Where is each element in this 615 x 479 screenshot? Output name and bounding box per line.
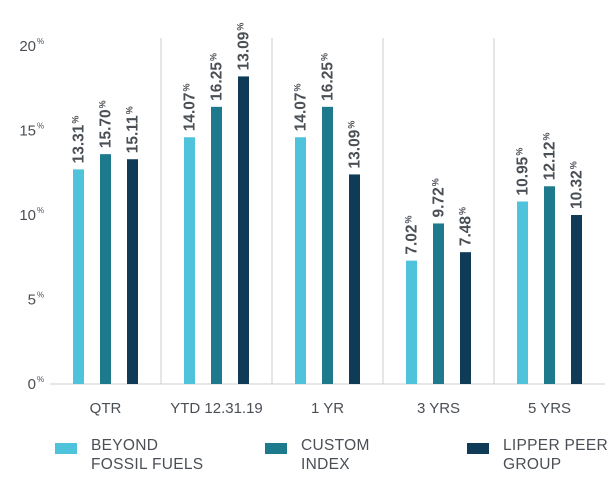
bar (571, 215, 582, 384)
bar-chart: 0 %5 %10 %15 %20 %QTR YTD 12.31.19 1 YR 3 YRS 5 Y… (19, 23, 605, 417)
bar-value-label: 10.32% (569, 161, 586, 209)
legend-item: LIPPER PEER GROUP (467, 436, 608, 474)
bar (211, 106, 222, 384)
bar-value-label: 14.07% (182, 83, 199, 131)
bar-value-label: 15.11% (125, 106, 142, 153)
y-tick-suffix: % (37, 291, 44, 300)
bar (322, 106, 333, 384)
y-tick-label: 10 (19, 207, 36, 224)
x-tick-label: 3 YRS (417, 400, 460, 417)
bar (184, 137, 195, 384)
legend-swatch (265, 443, 287, 454)
y-tick-suffix: % (37, 122, 44, 131)
bar-value-label: 13.09% (347, 121, 364, 169)
bar-value-label: 9.72% (431, 178, 448, 217)
bar-value-label: 10.95% (515, 148, 532, 196)
bar (127, 159, 138, 384)
bar (295, 137, 306, 384)
y-tick-label: 15 (19, 123, 36, 140)
legend-label: LIPPER PEER GROUP (503, 437, 608, 473)
y-tick-label: 5 (28, 292, 36, 309)
x-tick-label: YTD 12.31.19 (170, 400, 263, 417)
legend-label: CUSTOM INDEX (301, 437, 370, 473)
bar (238, 76, 249, 385)
bar-value-label: 15.70% (98, 100, 115, 148)
legend: BEYOND FOSSIL FUELS CUSTOM INDEX LIPPER PE… (0, 436, 615, 476)
bar-value-label: 16.25% (320, 53, 337, 101)
legend-label: BEYOND FOSSIL FUELS (91, 437, 204, 473)
legend-swatch (55, 443, 77, 454)
x-tick-label: QTR (90, 400, 122, 417)
y-tick-label: 20 (19, 38, 36, 55)
y-tick-label: 0 (28, 376, 36, 393)
bar (460, 252, 471, 384)
bar (433, 223, 444, 384)
bar-value-label: 13.09% (236, 23, 253, 71)
legend-item: CUSTOM INDEX (265, 436, 370, 474)
bar-value-label: 7.02% (404, 215, 421, 254)
bar-value-label: 7.48% (458, 207, 475, 246)
y-tick-suffix: % (37, 206, 44, 215)
bar-value-label: 16.25% (209, 53, 226, 101)
bar (406, 260, 417, 384)
bar (349, 174, 360, 384)
bar (73, 169, 84, 384)
legend-swatch (467, 443, 489, 454)
bar-value-label: 13.31% (71, 116, 88, 164)
bar (517, 201, 528, 384)
bar (544, 186, 555, 384)
bar (100, 154, 111, 384)
bar-value-label: 12.12% (542, 132, 559, 180)
x-tick-label: 5 YRS (528, 400, 571, 417)
x-tick-label: 1 YR (311, 400, 344, 417)
bar-value-label: 14.07% (293, 83, 310, 131)
legend-item: BEYOND FOSSIL FUELS (55, 436, 203, 474)
y-tick-suffix: % (37, 37, 44, 46)
y-tick-suffix: % (37, 375, 44, 384)
